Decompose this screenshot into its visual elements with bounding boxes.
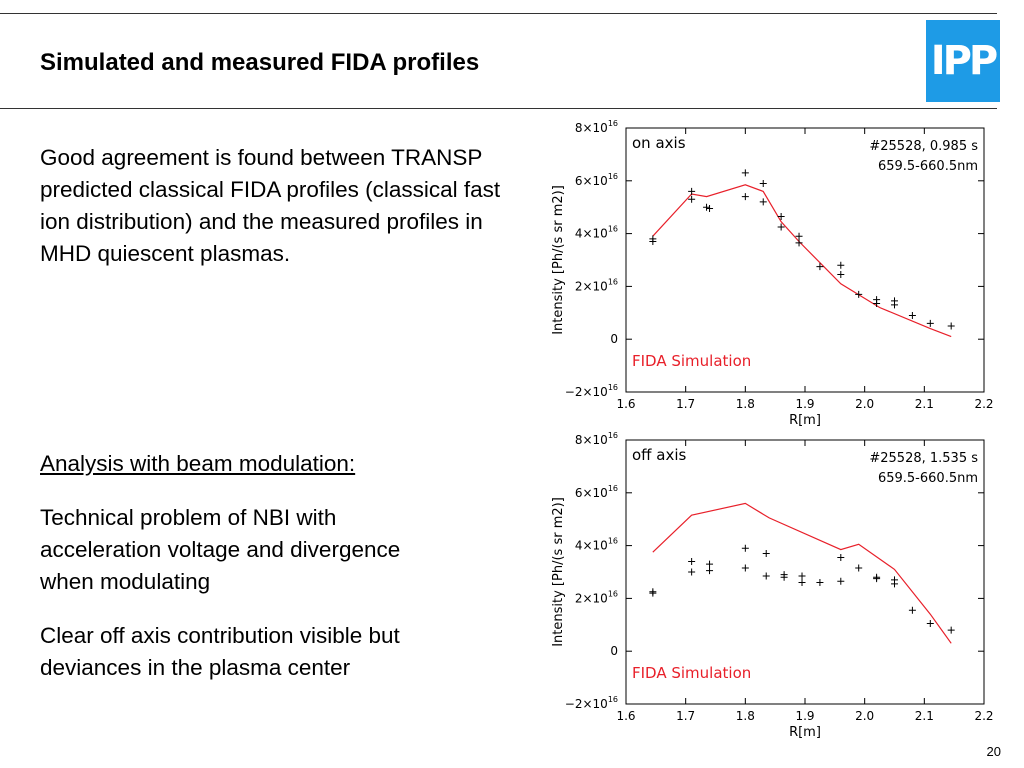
slide-title: Simulated and measured FIDA profiles — [40, 49, 480, 76]
measured-point — [759, 179, 767, 187]
shot-annotation: #25528, 1.535 s — [869, 451, 978, 466]
y-tick-label: −2×1016 — [565, 383, 618, 399]
y-tick-label: 2×1016 — [575, 589, 618, 605]
page-number: 20 — [986, 744, 1001, 759]
x-tick-label: 2.2 — [974, 709, 993, 723]
y-tick-label: 2×1016 — [575, 277, 618, 293]
x-tick-label: 1.9 — [795, 397, 814, 411]
x-tick-label: 2.1 — [915, 709, 934, 723]
off-axis-paragraph: Clear off axis contribution visible but … — [40, 623, 400, 680]
simulation-line — [652, 184, 952, 338]
agreement-paragraph: Good agreement is found between TRANSP p… — [40, 145, 501, 266]
x-tick-label: 1.8 — [736, 397, 755, 411]
x-tick-label: 2.1 — [915, 397, 934, 411]
measured-point — [688, 557, 696, 565]
x-tick-label: 1.7 — [676, 397, 695, 411]
x-axis-label: R[m] — [789, 413, 821, 428]
measured-point — [706, 567, 714, 575]
measured-point — [795, 239, 803, 247]
x-tick-label: 2.0 — [855, 397, 874, 411]
y-tick-label: 8×1016 — [575, 119, 618, 135]
measured-point — [908, 311, 916, 319]
measured-point — [777, 223, 785, 231]
x-tick-label: 2.0 — [855, 709, 874, 723]
off-axis-chart: 1.6 1.7 1.8 1.9 2.0 2.1 2.2 −2×1016 0 2×1016 4×101… — [551, 431, 994, 740]
measured-point — [703, 203, 711, 211]
measured-point — [837, 577, 845, 585]
shot-annotation: 659.5-660.5nm — [878, 159, 978, 174]
measured-point — [762, 572, 770, 580]
y-axis-label: Intensity [Ph/(s sr m2)] — [551, 185, 566, 335]
simulation-label: FIDA Simulation — [632, 352, 751, 370]
simulation-line — [652, 502, 952, 644]
measured-point — [837, 261, 845, 269]
ipp-logo: IPP — [926, 20, 1000, 102]
y-tick-label: 4×1016 — [575, 537, 618, 553]
measured-point — [798, 579, 806, 587]
measured-point — [649, 588, 657, 596]
x-tick-label: 1.7 — [676, 709, 695, 723]
panel-label: on axis — [632, 134, 686, 152]
on-axis-chart: 1.6 1.7 1.8 1.9 2.0 2.1 2.2 −2×1016 0 2×1016 4×101… — [551, 119, 994, 428]
top-rule — [0, 13, 997, 14]
x-tick-label: 1.6 — [616, 397, 635, 411]
measured-point — [947, 626, 955, 634]
measured-point — [947, 322, 955, 330]
y-tick-label: −2×1016 — [565, 695, 618, 711]
technical-problem-paragraph: Technical problem of NBI with accelerati… — [40, 505, 401, 594]
measured-point — [908, 606, 916, 614]
measured-point — [873, 575, 881, 583]
measured-point — [780, 573, 788, 581]
measured-point — [706, 205, 714, 213]
measured-point — [777, 212, 785, 220]
simulation-label: FIDA Simulation — [632, 664, 751, 682]
measured-point — [837, 553, 845, 561]
measured-point — [816, 579, 824, 587]
y-tick-label: 8×1016 — [575, 431, 618, 447]
measured-point — [855, 564, 863, 572]
measured-point — [741, 544, 749, 552]
measured-point — [855, 290, 863, 298]
x-tick-label: 1.8 — [736, 709, 755, 723]
measured-point — [926, 319, 934, 327]
measured-point — [688, 568, 696, 576]
shot-annotation: 659.5-660.5nm — [878, 471, 978, 486]
measured-point — [759, 198, 767, 206]
measured-point — [837, 271, 845, 279]
measured-point — [891, 301, 898, 309]
measured-point — [741, 564, 749, 572]
measured-point — [762, 550, 770, 558]
measured-point — [798, 572, 806, 580]
y-tick-label: 0 — [610, 332, 618, 346]
analysis-heading: Analysis with beam modulation: — [40, 451, 356, 476]
x-tick-label: 2.2 — [974, 397, 993, 411]
measured-point — [706, 560, 714, 568]
y-tick-label: 6×1016 — [575, 484, 618, 500]
shot-annotation: #25528, 0.985 s — [869, 139, 978, 154]
measured-point — [926, 619, 934, 627]
y-tick-label: 4×1016 — [575, 225, 618, 241]
measured-point — [688, 195, 696, 203]
y-tick-label: 6×1016 — [575, 172, 618, 188]
measured-point — [688, 187, 696, 195]
measured-point — [649, 235, 657, 243]
y-axis-label: Intensity [Ph/(s sr m2)] — [551, 497, 566, 647]
measured-point — [816, 263, 824, 271]
measured-point — [891, 580, 898, 588]
measured-point — [741, 193, 749, 201]
title-rule — [0, 108, 997, 109]
x-tick-label: 1.9 — [795, 709, 814, 723]
x-axis-label: R[m] — [789, 725, 821, 740]
measured-point — [795, 232, 803, 240]
measured-point — [873, 300, 881, 308]
panel-label: off axis — [632, 446, 687, 464]
y-tick-label: 0 — [610, 644, 618, 658]
measured-point — [741, 169, 749, 177]
x-tick-label: 1.6 — [616, 709, 635, 723]
